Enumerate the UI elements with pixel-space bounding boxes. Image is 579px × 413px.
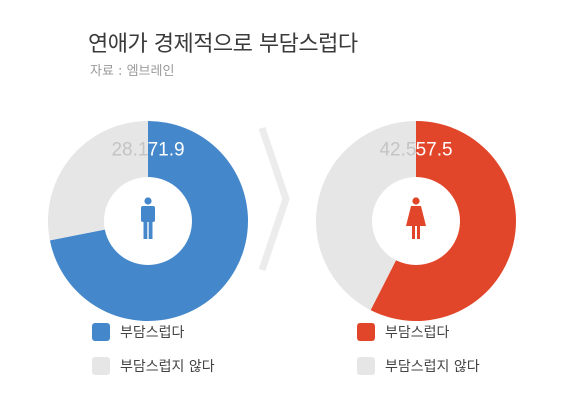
slice-value-label: 42.5 — [379, 139, 416, 160]
legend-label: 부담스럽다 — [120, 325, 185, 341]
legend-swatch — [357, 323, 375, 341]
legend-item-female-not-burdened: 부담스럽지 않다 — [357, 356, 480, 376]
slice-value-label: 57.5 — [416, 139, 453, 160]
legend-swatch — [92, 323, 110, 341]
legend-item-female-burdened: 부담스럽다 — [357, 322, 449, 342]
legend-swatch — [357, 357, 375, 375]
chevron-right-icon — [258, 126, 290, 272]
legend-swatch — [92, 357, 110, 375]
slice-value-label: 71.9 — [148, 139, 185, 160]
male-person-icon — [141, 197, 155, 239]
source-caption: 자료 : 엠브레인 — [90, 64, 175, 79]
legend-label: 부담스럽지 않다 — [385, 359, 480, 375]
legend-label: 부담스럽지 않다 — [120, 359, 215, 375]
male-donut-chart: 71.928.1 — [47, 121, 249, 321]
donut-slice-not-burdened — [316, 121, 416, 311]
legend-item-male-not-burdened: 부담스럽지 않다 — [92, 356, 215, 376]
chart-title: 연애가 경제적으로 부담스럽다 — [88, 32, 358, 57]
slice-value-label: 28.1 — [111, 139, 148, 160]
female-donut-chart: 57.542.5 — [316, 121, 516, 321]
legend-label: 부담스럽다 — [385, 325, 450, 341]
legend-item-male-burdened: 부담스럽다 — [92, 322, 184, 342]
female-person-icon — [406, 197, 426, 239]
